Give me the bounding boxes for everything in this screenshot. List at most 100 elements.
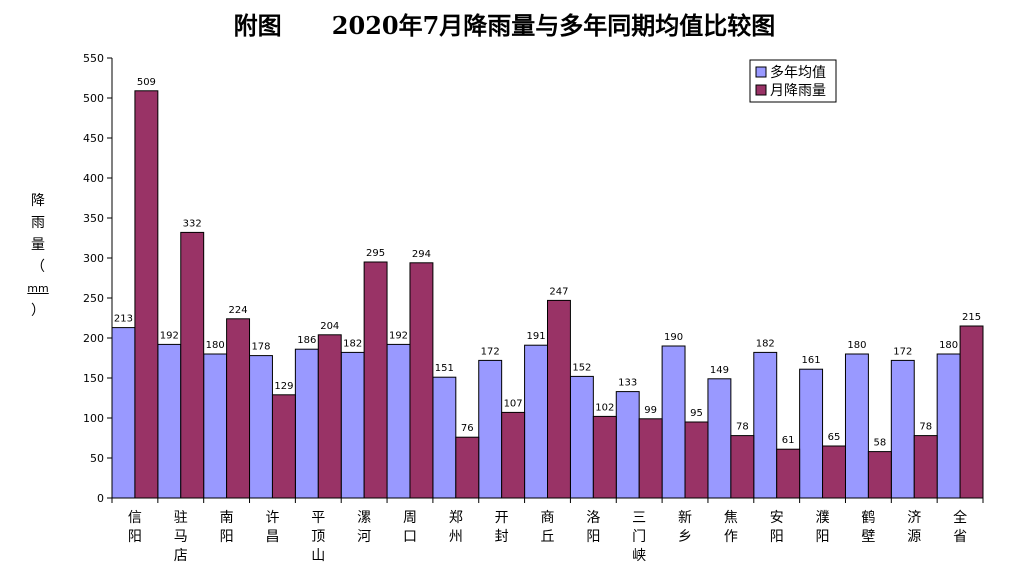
bar-average [707, 378, 732, 499]
data-label: 186 [297, 335, 316, 346]
y-tick-label: 450 [83, 132, 104, 145]
x-tick-label: 昌 [265, 529, 279, 545]
data-label: 180 [206, 340, 225, 351]
bar-rainfall [867, 451, 892, 499]
x-tick-label: 山 [311, 548, 325, 564]
x-tick-label: 口 [403, 529, 417, 545]
data-label: 247 [549, 286, 568, 297]
x-tick-label: 乡 [678, 529, 692, 545]
bar-rainfall [638, 418, 663, 499]
data-label: 151 [435, 363, 454, 374]
legend-swatch [755, 84, 767, 96]
data-label: 509 [137, 77, 156, 88]
x-tick-label: 开 [495, 510, 509, 526]
y-axis-label-char: 降 [31, 193, 45, 209]
data-label: 172 [893, 346, 912, 357]
data-label: 61 [782, 435, 795, 446]
x-tick-label: 新 [678, 510, 692, 526]
x-tick-label: 商 [541, 510, 555, 526]
chart-title: 附图 2020年7月降雨量与多年同期均值比较图 [233, 11, 776, 40]
data-label: 182 [343, 338, 362, 349]
bar-average [340, 351, 365, 499]
x-tick-label: 南 [220, 510, 234, 526]
bar-average [569, 375, 594, 499]
data-label: 78 [736, 422, 749, 433]
y-axis-label-char: （ [31, 259, 45, 275]
bar-rainfall [317, 334, 342, 499]
bar-average [799, 368, 824, 499]
y-tick-label: 300 [83, 252, 104, 265]
y-tick-label: 250 [83, 292, 104, 305]
bar-average [294, 348, 319, 499]
x-tick-label: 驻 [174, 510, 188, 526]
x-tick-label: 鹤 [861, 510, 875, 526]
bar-rainfall [776, 448, 801, 499]
bar-average [157, 343, 182, 499]
y-tick-label: 400 [83, 172, 104, 185]
bar-average [615, 391, 640, 499]
data-label: 161 [802, 355, 821, 366]
x-tick-label: 门 [632, 529, 646, 545]
x-tick-label: 许 [265, 510, 279, 526]
y-axis-label-char: ） [31, 303, 45, 319]
bar-rainfall [226, 318, 251, 499]
x-tick-label: 阳 [220, 529, 234, 545]
bar-rainfall [822, 445, 846, 499]
bar-average [432, 376, 457, 499]
bar-rainfall [501, 411, 526, 499]
x-tick-label: 阳 [816, 529, 830, 545]
x-tick-label: 洛 [586, 510, 600, 526]
bar-rainfall [959, 325, 984, 499]
bar-average [386, 343, 411, 499]
y-tick-label: 200 [83, 332, 104, 345]
x-tick-label: 省 [953, 529, 967, 545]
data-label: 172 [481, 346, 500, 357]
y-tick-label: 550 [83, 52, 104, 65]
bar-rainfall [592, 415, 617, 499]
data-label: 152 [572, 362, 591, 373]
x-tick-label: 郑 [449, 510, 463, 526]
data-label: 190 [664, 332, 683, 343]
bar-rainfall [684, 421, 709, 499]
x-tick-label: 源 [907, 529, 921, 545]
x-tick-label: 周 [403, 510, 417, 526]
bar-rainfall [363, 261, 388, 499]
x-tick-label: 顶 [311, 529, 325, 545]
bar-rainfall [913, 435, 938, 499]
y-axis-label-char: 雨 [31, 215, 45, 231]
x-tick-label: 阳 [128, 529, 142, 545]
x-tick-label: 壁 [861, 529, 875, 545]
bar-average [249, 355, 273, 499]
bar-average [478, 359, 503, 499]
legend-label: 月降雨量 [770, 83, 826, 99]
x-tick-label: 峡 [632, 548, 646, 564]
data-label: 149 [710, 365, 729, 376]
data-label: 76 [461, 423, 474, 434]
x-tick-label: 济 [907, 510, 921, 526]
bar-rainfall [455, 436, 480, 499]
x-tick-label: 阳 [586, 529, 600, 545]
y-tick-label: 500 [83, 92, 104, 105]
legend-swatch [755, 66, 767, 78]
bar-average [203, 353, 228, 499]
y-tick-label: 100 [83, 412, 104, 425]
data-label: 78 [919, 422, 932, 433]
bar-average [844, 353, 869, 499]
data-label: 180 [847, 340, 866, 351]
y-tick-label: 0 [97, 492, 104, 505]
data-label: 215 [962, 312, 981, 323]
x-tick-label: 安 [770, 510, 784, 526]
bar-average [111, 327, 136, 499]
legend-label: 多年均值 [770, 64, 826, 81]
data-label: 99 [644, 405, 657, 416]
data-label: 182 [756, 338, 775, 349]
x-tick-label: 河 [357, 529, 371, 545]
data-label: 192 [389, 330, 408, 341]
x-tick-label: 马 [174, 529, 188, 545]
x-tick-label: 作 [724, 529, 738, 545]
data-label: 332 [183, 218, 202, 229]
data-label: 129 [274, 381, 293, 392]
data-label: 178 [251, 342, 270, 353]
x-tick-label: 三 [632, 510, 646, 526]
